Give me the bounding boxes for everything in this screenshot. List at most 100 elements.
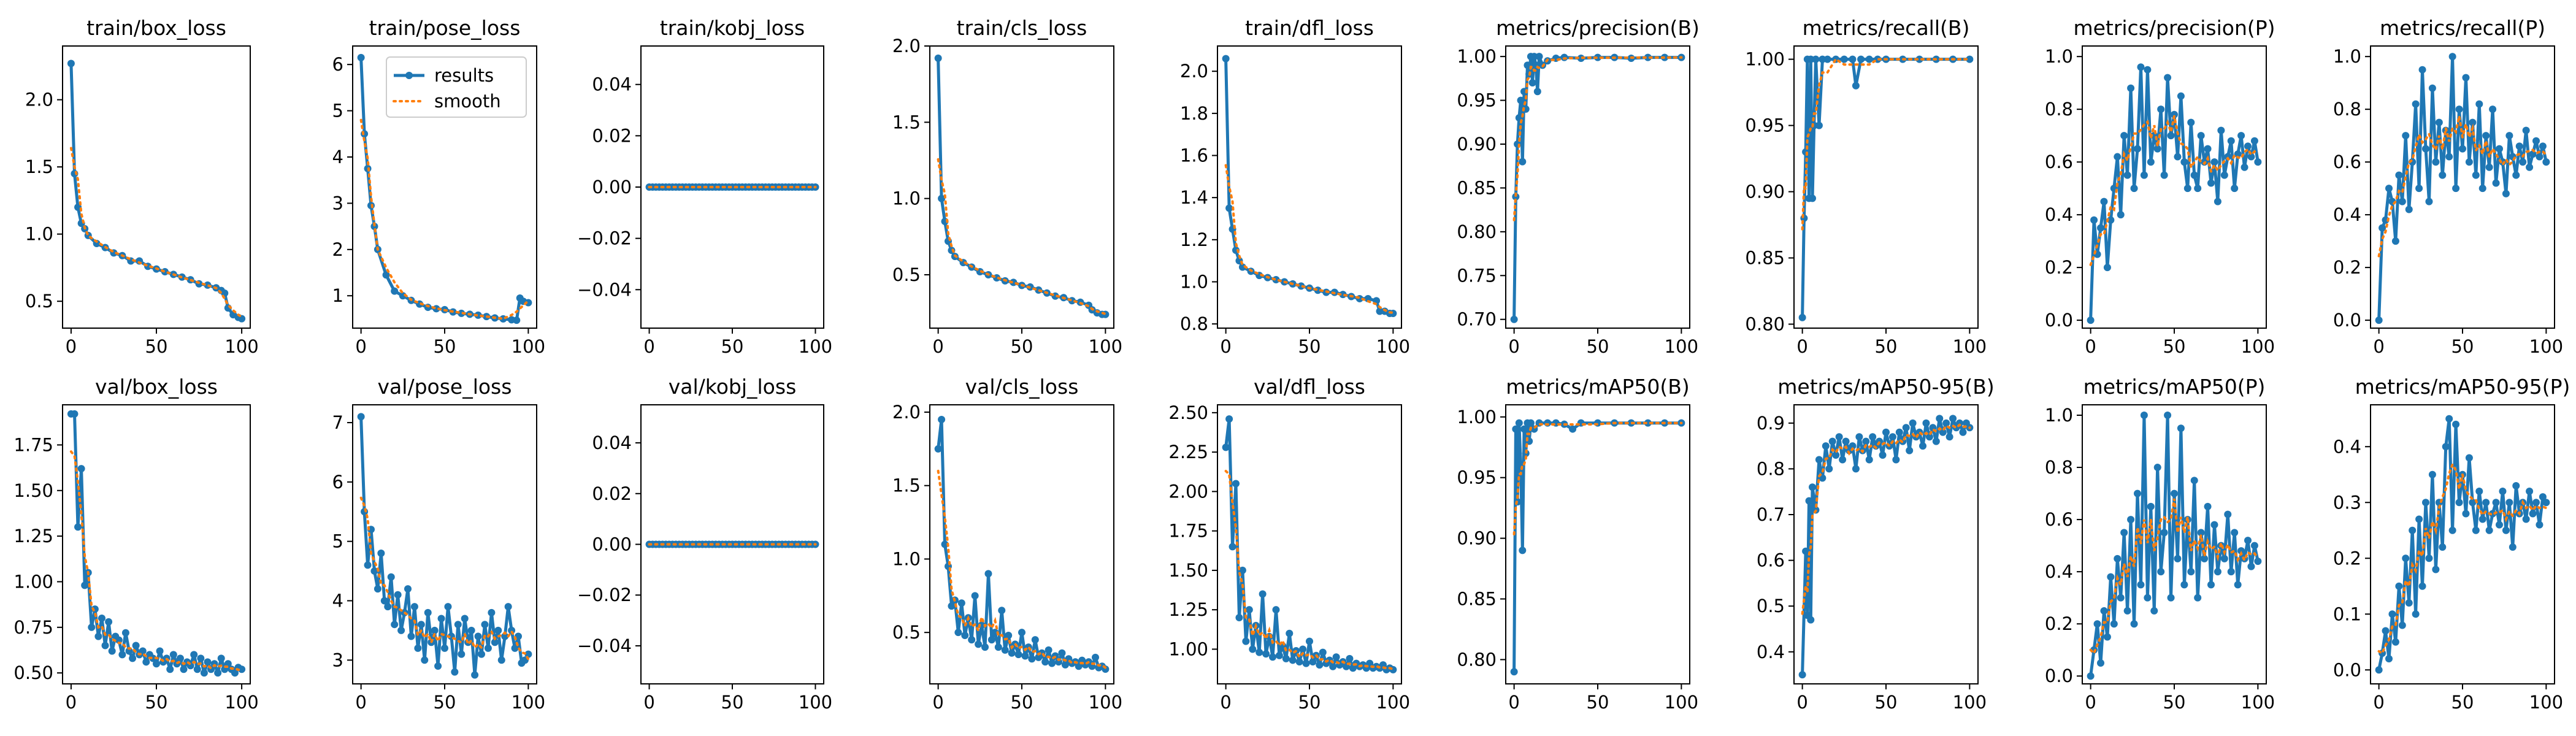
data-point bbox=[394, 591, 402, 599]
x-tick-label: 50 bbox=[1875, 336, 1898, 357]
data-point bbox=[2412, 610, 2420, 618]
x-tick-label: 100 bbox=[1665, 336, 1698, 357]
data-point bbox=[1909, 419, 1917, 427]
data-point bbox=[467, 626, 475, 634]
data-point bbox=[987, 636, 995, 644]
data-point bbox=[497, 656, 505, 664]
results-line bbox=[69, 63, 243, 321]
y-tick-label: 0.85 bbox=[1457, 177, 1497, 198]
axes-frame bbox=[640, 45, 824, 329]
data-point bbox=[2197, 529, 2205, 537]
y-tick-label: −0.02 bbox=[577, 585, 632, 605]
y-tick-label: 0.2 bbox=[2045, 257, 2073, 278]
y-tick-label: 0.4 bbox=[1757, 642, 1785, 662]
y-tick-label: 1.6 bbox=[1180, 145, 1208, 166]
x-tick-label: 100 bbox=[1953, 692, 1987, 713]
data-point bbox=[190, 651, 198, 659]
data-point bbox=[98, 614, 105, 622]
data-point bbox=[2137, 63, 2145, 71]
data-point bbox=[2177, 92, 2185, 100]
y-tick-label: 0.0 bbox=[2045, 665, 2073, 686]
data-point bbox=[2217, 126, 2225, 134]
data-point bbox=[118, 651, 126, 659]
y-tick-label: 0.75 bbox=[1457, 265, 1497, 286]
y-tick-label: 1.50 bbox=[13, 480, 53, 501]
y-tick-label: 1.0 bbox=[2333, 46, 2361, 67]
data-point bbox=[2117, 211, 2125, 219]
data-point bbox=[1919, 442, 1926, 450]
data-point bbox=[1835, 433, 1843, 441]
data-point bbox=[2244, 142, 2252, 150]
data-point bbox=[2254, 158, 2262, 166]
data-point bbox=[357, 53, 365, 61]
data-point bbox=[397, 626, 405, 634]
data-point bbox=[1028, 655, 1036, 663]
data-point bbox=[1857, 55, 1865, 63]
y-tick-label: 0.00 bbox=[592, 534, 632, 555]
y-tick-label: 2.0 bbox=[892, 402, 921, 423]
data-point bbox=[2227, 568, 2235, 576]
y-tick-label: 1.00 bbox=[1457, 46, 1497, 67]
legend-smooth-label: smooth bbox=[434, 91, 501, 112]
x-tick-label: 50 bbox=[1587, 336, 1609, 357]
x-tick-label: 0 bbox=[1220, 336, 1231, 357]
data-point bbox=[169, 651, 177, 659]
data-point bbox=[1879, 451, 1887, 459]
data-point bbox=[2153, 145, 2161, 153]
data-point bbox=[2439, 171, 2447, 179]
data-point bbox=[370, 567, 378, 575]
data-point bbox=[2160, 529, 2168, 537]
data-point bbox=[1815, 121, 1823, 129]
x-tick-label: 100 bbox=[224, 336, 258, 357]
data-point bbox=[513, 316, 521, 324]
results-line bbox=[1224, 58, 1393, 315]
data-point bbox=[1001, 646, 1009, 654]
data-point bbox=[2425, 197, 2433, 205]
y-tick-label: −0.02 bbox=[577, 228, 632, 249]
data-point bbox=[1959, 428, 1967, 436]
subplot-10: val/pose_loss 0 50 100 3 4 5 6 7 bbox=[332, 375, 545, 713]
data-point bbox=[2150, 607, 2158, 615]
data-point bbox=[1528, 79, 1536, 86]
data-point bbox=[139, 647, 147, 655]
subplot-0: train/box_loss 0 50 100 0.5 1.0 1.5 2.0 bbox=[25, 16, 259, 357]
data-point bbox=[2532, 499, 2540, 507]
subplot-9: val/box_loss 0 50 100 0.50 0.75 1.00 1.25 1.50 1.… bbox=[13, 375, 258, 713]
data-point bbox=[1932, 437, 1940, 445]
y-tick-label: 0.85 bbox=[1745, 248, 1785, 269]
data-point bbox=[1225, 204, 1233, 212]
data-point bbox=[2382, 627, 2390, 635]
y-tick-label: −0.04 bbox=[577, 635, 632, 656]
data-point bbox=[1306, 637, 1313, 645]
data-point bbox=[458, 650, 466, 658]
data-point bbox=[474, 311, 482, 319]
x-tick-label: 0 bbox=[643, 336, 654, 357]
data-point bbox=[1021, 652, 1029, 660]
x-tick-label: 100 bbox=[1953, 336, 1987, 357]
y-tick-label: 0.95 bbox=[1745, 115, 1785, 136]
y-tick-label: 5 bbox=[332, 531, 343, 552]
data-point bbox=[1809, 483, 1816, 491]
x-tick-label: 100 bbox=[799, 336, 832, 357]
subplot-4: train/dfl_loss 0 50 100 0.8 1.0 1.2 1.4 1.6 1.8 2.… bbox=[1180, 16, 1410, 357]
data-point bbox=[2210, 521, 2218, 529]
y-tick-label: 2.25 bbox=[1168, 442, 1208, 462]
data-point bbox=[2492, 179, 2500, 187]
data-point bbox=[2177, 424, 2185, 432]
data-point bbox=[1005, 631, 1013, 639]
y-tick-label: 0.8 bbox=[2045, 99, 2073, 120]
x-tick-label: 100 bbox=[2241, 336, 2275, 357]
data-point bbox=[2485, 163, 2493, 171]
data-point bbox=[461, 615, 469, 623]
data-point bbox=[1852, 82, 1860, 90]
x-tick-label: 100 bbox=[1089, 336, 1122, 357]
data-point bbox=[1569, 425, 1577, 433]
data-point bbox=[2250, 542, 2258, 550]
data-point bbox=[1255, 648, 1263, 656]
data-point bbox=[2529, 150, 2537, 158]
data-point bbox=[474, 632, 482, 640]
data-point bbox=[2100, 197, 2108, 205]
x-tick-label: 100 bbox=[512, 692, 545, 713]
data-point bbox=[2210, 158, 2218, 166]
data-point bbox=[1594, 53, 1601, 61]
